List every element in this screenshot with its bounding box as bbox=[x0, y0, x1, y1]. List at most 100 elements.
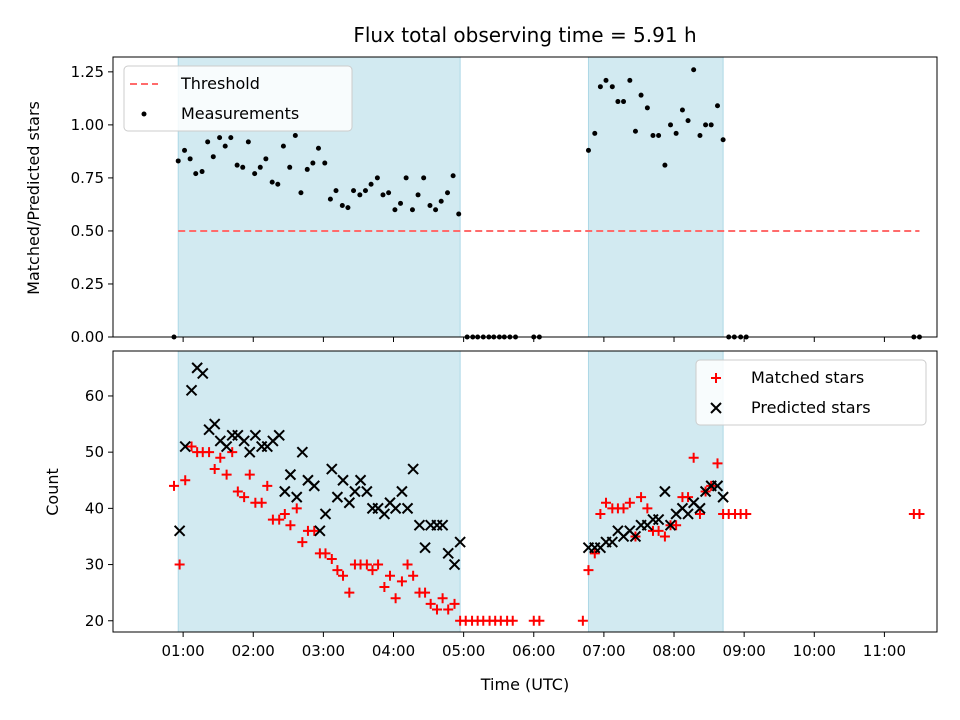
predicted-star-point bbox=[629, 530, 642, 543]
matched-star-point bbox=[449, 598, 460, 609]
bottom-y-axis-label: Count bbox=[43, 468, 62, 516]
measurement-point bbox=[240, 164, 246, 170]
matched-star-point bbox=[332, 565, 343, 576]
predicted-star-point bbox=[448, 558, 461, 571]
matched-star-point bbox=[431, 604, 442, 615]
measurement-point bbox=[679, 107, 685, 113]
measurements-legend-marker bbox=[141, 111, 147, 117]
y-tick-label: 0.00 bbox=[71, 328, 104, 346]
measurement-point bbox=[697, 132, 703, 138]
predicted-star-point bbox=[185, 384, 198, 397]
predicted-star-point bbox=[337, 474, 349, 486]
predicted-star-point bbox=[659, 485, 671, 498]
predicted-star-point bbox=[319, 508, 332, 520]
predicted-star-point bbox=[173, 525, 186, 537]
matched-star-point bbox=[239, 492, 250, 503]
predicted-stars-legend-label: Predicted stars bbox=[751, 398, 871, 417]
measurement-point bbox=[398, 200, 404, 206]
measurement-point bbox=[322, 160, 328, 166]
measurement-point bbox=[199, 169, 205, 175]
measurement-point bbox=[421, 175, 427, 181]
predicted-star-point bbox=[652, 513, 665, 526]
matched-star-point bbox=[361, 559, 372, 570]
matched-star-point bbox=[291, 503, 302, 514]
predicted-star-point bbox=[413, 519, 426, 531]
measurements-legend-label: Measurements bbox=[181, 104, 299, 123]
measurement-point bbox=[252, 171, 258, 177]
measurement-point bbox=[609, 84, 615, 90]
measurement-point bbox=[205, 139, 211, 145]
legend: Matched stars Predicted stars bbox=[695, 359, 927, 426]
x-tick-label: 01:00 bbox=[162, 642, 205, 660]
y-tick-label: 50 bbox=[85, 443, 104, 461]
predicted-star-point bbox=[244, 446, 256, 458]
measurement-point bbox=[450, 173, 456, 179]
predicted-star-point bbox=[296, 446, 309, 458]
matched-star-point bbox=[659, 531, 670, 542]
measurement-point bbox=[650, 132, 656, 138]
x-tick-label: 10:00 bbox=[793, 642, 836, 660]
matched-star-point bbox=[653, 525, 664, 536]
predicted-star-point bbox=[436, 519, 449, 531]
measurement-point bbox=[627, 77, 633, 83]
observing-window-1 bbox=[587, 56, 724, 338]
legend-box bbox=[123, 65, 353, 132]
predicted-star-point bbox=[331, 491, 344, 503]
matched-star-point bbox=[600, 497, 611, 508]
measurement-point bbox=[691, 67, 697, 73]
measurement-point bbox=[182, 147, 188, 153]
predicted-star-point bbox=[682, 508, 694, 520]
observing-window-0 bbox=[177, 350, 461, 633]
x-tick-label: 05:00 bbox=[442, 642, 485, 660]
measurement-point bbox=[392, 207, 398, 213]
predicted-star-point bbox=[238, 435, 250, 447]
x-tick-label: 11:00 bbox=[863, 642, 906, 660]
predicted-stars-legend-marker bbox=[710, 402, 722, 414]
matched-star-point bbox=[320, 548, 331, 559]
predicted-star-point bbox=[349, 485, 361, 498]
measurement-point bbox=[638, 92, 644, 98]
measurement-point bbox=[368, 181, 374, 187]
matched-star-point bbox=[244, 469, 255, 480]
measurement-point bbox=[345, 205, 351, 211]
matched-star-point bbox=[221, 469, 232, 480]
matched-star-point bbox=[344, 587, 355, 598]
measurement-point bbox=[685, 118, 691, 124]
measurement-point bbox=[357, 192, 363, 198]
legend-box bbox=[695, 359, 927, 426]
predicted-star-point bbox=[273, 429, 285, 442]
matched-star-point bbox=[338, 570, 349, 581]
matched-star-point bbox=[174, 559, 185, 570]
matched-star-point bbox=[694, 508, 705, 519]
measurement-point bbox=[438, 198, 444, 204]
measurement-point bbox=[292, 132, 298, 138]
predicted-star-point bbox=[208, 418, 221, 430]
predicted-star-point bbox=[694, 502, 706, 515]
matched-star-point bbox=[274, 514, 285, 525]
measurement-point bbox=[175, 158, 181, 164]
measurement-point bbox=[386, 190, 392, 196]
predicted-star-point bbox=[249, 429, 262, 442]
y-tick-label: 60 bbox=[85, 387, 104, 405]
matched-star-point bbox=[595, 508, 606, 519]
matched-star-point bbox=[373, 559, 384, 570]
predicted-star-point bbox=[606, 536, 619, 548]
matched-star-point bbox=[741, 508, 752, 519]
predicted-star-point bbox=[401, 502, 414, 515]
predicted-star-point bbox=[179, 440, 191, 453]
matched-star-point bbox=[420, 587, 431, 598]
matched-star-point bbox=[326, 553, 337, 564]
matched-star-point bbox=[589, 548, 600, 559]
matched-star-point bbox=[256, 497, 267, 508]
measurement-point bbox=[310, 160, 316, 166]
x-tick-label: 03:00 bbox=[302, 642, 345, 660]
predicted-star-point bbox=[326, 463, 338, 475]
measurement-point bbox=[327, 196, 333, 202]
measurement-point bbox=[217, 135, 223, 141]
measurement-point bbox=[427, 202, 433, 208]
measurement-point bbox=[597, 84, 603, 90]
plot-frame bbox=[112, 350, 938, 633]
matched-star-point bbox=[385, 570, 396, 581]
predicted-star-point bbox=[308, 480, 320, 492]
matched-star-point bbox=[396, 576, 407, 587]
